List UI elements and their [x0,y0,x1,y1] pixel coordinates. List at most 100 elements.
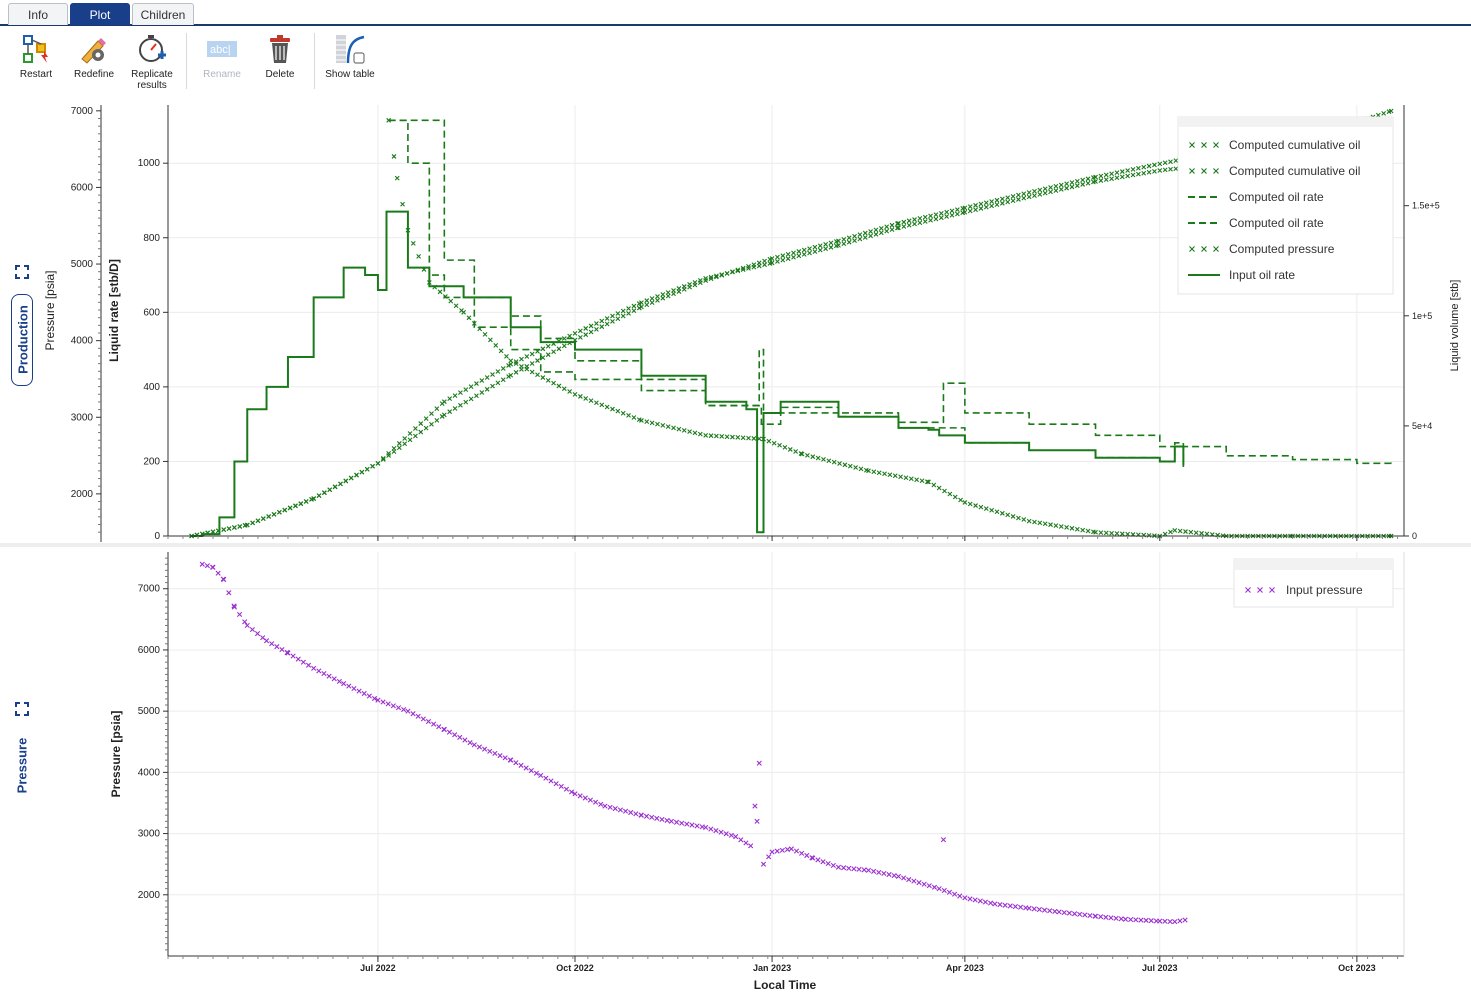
tab-info[interactable]: Info [8,3,68,25]
pressure-marker [242,619,248,625]
expand-production-icon[interactable] [15,265,29,279]
legend-marker [1257,587,1263,593]
series-marker-4 [237,524,243,529]
series-marker-5 [194,532,200,538]
pressure-marker [820,859,826,865]
pressure-marker [410,711,416,717]
series-marker-3 [751,436,757,441]
pressure-marker [911,878,917,884]
series-marker-4 [535,358,540,363]
pressure-marker [507,757,513,763]
pressure-marker [260,635,266,641]
series-marker-5 [960,210,966,216]
pressure-marker [285,650,291,656]
replicate-results-button[interactable]: Replicate results [124,33,180,91]
series-marker-4 [1178,157,1184,162]
series-marker-5 [671,288,676,293]
series-marker-3 [631,415,637,420]
pressure-panel-label[interactable]: Pressure [14,737,30,794]
pressure-marker [452,732,458,738]
y-tick-label: 3000 [138,829,161,840]
series-marker-4 [577,334,583,340]
series-marker-5 [889,227,895,232]
series-marker-5 [1103,177,1109,183]
pressure-marker [366,693,372,699]
restart-icon [23,35,48,63]
series-marker-5 [199,531,205,537]
series-marker-3 [1016,515,1021,521]
series-line-1 [388,119,1392,468]
series-marker-5 [327,487,333,493]
series-marker-3 [1359,533,1365,539]
series-marker-4 [375,460,381,466]
series-marker-4 [1272,138,1277,144]
pressure-marker [766,854,772,860]
pressure-marker [371,695,378,702]
series-marker-3 [1074,526,1080,532]
series-marker-4 [973,202,978,208]
pressure-outlier-marker [940,837,947,843]
expand-pressure-icon[interactable] [15,702,29,716]
series-marker-3 [556,383,562,389]
pressure-marker [279,646,285,653]
series-marker-5 [1198,163,1203,169]
series-marker-3 [863,467,869,473]
series-marker-3 [545,377,551,383]
series-marker-5 [577,328,583,334]
legend-marker [1189,168,1195,174]
series-marker-5 [232,525,237,530]
pressure-marker [231,603,237,609]
series-marker-4 [463,399,469,405]
tab-children[interactable]: Children [132,3,194,25]
pressure-marker [865,867,872,873]
series-marker-5 [468,384,474,389]
pressure-marker [738,837,744,843]
series-marker-4 [660,295,666,301]
pressure-marker [1041,907,1048,913]
redefine-button[interactable]: Redefine [66,33,122,80]
pressure-marker [810,855,816,861]
series-marker-5 [242,523,248,528]
series-marker-4 [917,215,923,221]
series-marker-5 [767,261,773,266]
series-marker-3 [793,449,799,454]
pressure-marker [533,770,540,776]
series-marker-3 [671,425,676,431]
pressure-marker [982,899,989,905]
series-marker-4 [713,274,719,280]
series-marker-5 [1146,169,1152,175]
pressure-marker [523,765,529,771]
tab-plot[interactable]: Plot [70,3,130,25]
show-table-button[interactable]: Show table [322,33,378,80]
series-marker-4 [567,340,573,346]
series-marker-3 [771,440,777,446]
series-marker-3 [787,447,793,452]
series-marker-5 [846,239,852,245]
series-marker-3 [740,435,746,441]
restart-button[interactable]: Restart [8,33,64,80]
series-marker-5 [878,230,884,236]
delete-button[interactable]: Delete [252,33,308,80]
series-marker-3 [615,408,621,414]
pressure-marker [617,807,624,813]
series-marker-4 [1080,177,1086,183]
series-marker-3 [947,491,953,497]
pressure-marker [587,797,594,803]
production-panel-label[interactable]: Production [11,294,33,386]
series-marker-4 [242,523,248,528]
pressure-marker [987,900,994,906]
series-marker-4 [1114,170,1120,176]
series-marker-4 [1141,164,1147,170]
series-marker-4 [912,217,917,222]
series-marker-5 [348,475,354,481]
series-marker-3 [1365,533,1370,539]
legend-marker [1245,587,1251,593]
series-marker-4 [857,232,863,238]
series-marker-3 [692,430,698,436]
pressure-marker [572,791,578,797]
pressure-tick-label: 7000 [71,106,94,117]
series-marker-4 [1250,142,1256,148]
series-marker-3 [1290,533,1295,539]
rename-button[interactable]: abc| Rename [194,33,250,80]
series-marker-4 [1093,174,1098,180]
